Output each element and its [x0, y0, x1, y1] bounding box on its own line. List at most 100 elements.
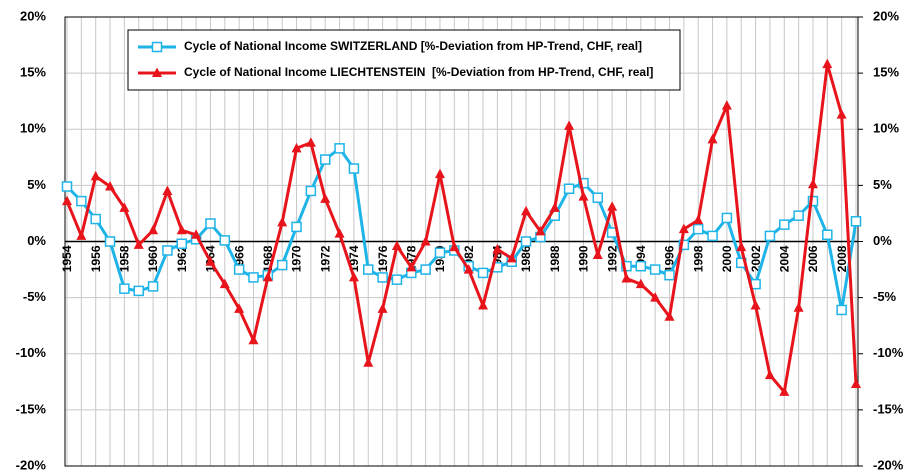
marker [363, 357, 374, 367]
x-tick-label: 1958 [118, 245, 132, 272]
y2-tick-label: -5% [873, 289, 897, 304]
y-tick-label: 5% [27, 177, 46, 192]
marker [736, 241, 747, 252]
marker [248, 334, 259, 345]
marker [635, 278, 646, 289]
marker [363, 264, 374, 275]
x-tick-label: 1960 [146, 245, 160, 272]
marker [621, 260, 632, 272]
x-tick-label: 2002 [749, 245, 763, 272]
marker [477, 267, 489, 279]
marker [147, 281, 159, 292]
legend-box [127, 29, 681, 91]
marker [707, 133, 718, 144]
y-tick-label: -10% [16, 345, 47, 360]
marker [635, 260, 647, 272]
marker [191, 229, 202, 239]
marker [291, 142, 302, 153]
marker [176, 238, 188, 249]
series-line [65, 62, 858, 394]
x-tick-label: 1976 [376, 245, 390, 272]
marker [319, 154, 331, 165]
marker [850, 216, 862, 227]
y-tick-label: -20% [16, 457, 47, 472]
marker [162, 185, 173, 195]
marker [90, 213, 101, 225]
marker [721, 100, 732, 110]
marker [248, 272, 259, 283]
x-tick-label: 1988 [548, 245, 562, 272]
marker [692, 223, 704, 235]
marker [506, 252, 517, 263]
marker [851, 378, 861, 389]
marker [779, 386, 790, 396]
x-tick-label: 1992 [605, 245, 619, 272]
x-tick-label: 1986 [519, 245, 533, 272]
marker [822, 58, 833, 69]
marker [621, 273, 632, 283]
marker [664, 311, 675, 321]
x-tick-label: 2004 [777, 245, 791, 272]
marker [176, 224, 187, 235]
x-tick-label: 1970 [290, 245, 304, 272]
x-tick-label: 1996 [663, 245, 677, 272]
marker [807, 178, 818, 189]
y-tick-label: 20% [20, 8, 46, 23]
marker [578, 177, 589, 189]
y2-tick-label: 15% [873, 65, 899, 80]
marker [334, 143, 345, 154]
marker [463, 264, 474, 274]
marker [434, 168, 445, 179]
x-tick-label: 2006 [806, 245, 820, 272]
x-tick-label: 1978 [404, 245, 418, 272]
marker [779, 219, 790, 230]
marker [104, 236, 116, 247]
y2-tick-label: 5% [873, 177, 892, 192]
marker [219, 235, 231, 246]
y2-tick-label: -20% [873, 457, 904, 472]
y2-tick-label: 10% [873, 121, 899, 136]
marker [664, 269, 675, 281]
marker [305, 137, 316, 147]
marker [391, 274, 403, 285]
marker [162, 245, 173, 256]
x-tick-label: 1956 [89, 245, 103, 272]
marker [822, 229, 833, 241]
marker [305, 185, 317, 197]
marker [492, 243, 503, 254]
marker [592, 192, 604, 203]
marker [434, 247, 446, 258]
y2-tick-label: -10% [873, 345, 904, 360]
marker [420, 264, 431, 275]
y2-tick-label: 20% [873, 8, 899, 23]
x-tick-label: 1972 [318, 245, 332, 272]
y2-tick-label: 0% [873, 233, 892, 248]
marker [105, 180, 116, 191]
marker [276, 259, 288, 271]
marker [649, 264, 661, 275]
marker [535, 225, 546, 236]
marker [219, 278, 230, 289]
marker [578, 191, 589, 201]
marker [133, 239, 144, 249]
marker [592, 249, 603, 259]
y2-tick-label: -15% [873, 401, 904, 416]
marker [61, 181, 73, 192]
marker [205, 256, 216, 266]
legend-label: Cycle of National Income LIECHTENSTEIN [… [184, 65, 653, 79]
y-tick-label: -5% [23, 289, 47, 304]
marker [348, 271, 359, 282]
marker [151, 41, 163, 53]
marker [377, 272, 388, 283]
marker [320, 193, 331, 203]
marker [62, 195, 72, 206]
marker [233, 264, 245, 275]
marker [678, 223, 689, 234]
marker [205, 218, 216, 229]
marker [750, 299, 761, 310]
marker [148, 224, 159, 235]
marker [234, 303, 245, 313]
marker [549, 202, 560, 212]
marker [420, 236, 431, 246]
marker [836, 109, 847, 119]
